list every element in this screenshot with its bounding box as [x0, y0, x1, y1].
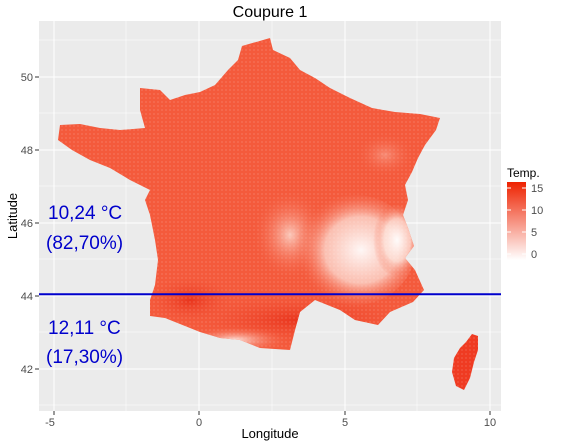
legend-label-0: 0: [531, 249, 537, 261]
corsica: [452, 334, 478, 390]
y-tick-50: 50: [21, 72, 33, 84]
y-tick-42: 42: [21, 364, 33, 376]
south-temperature-label: 12,11 °C: [48, 318, 121, 339]
y-axis-title: Latitude: [5, 193, 20, 239]
legend-title: Temp.: [507, 166, 540, 180]
chart-title: Coupure 1: [233, 4, 308, 21]
x-axis: [53, 411, 491, 415]
y-tick-46: 46: [21, 218, 33, 230]
x-tick-10: 10: [484, 417, 496, 429]
x-tick-0: 0: [196, 417, 202, 429]
legend-colorbar: [507, 182, 526, 260]
y-tick-48: 48: [21, 145, 33, 157]
x-tick-5: 5: [342, 417, 348, 429]
north-temperature-label: 10,24 °C: [48, 203, 122, 224]
legend: Temp. 15 10 5 0: [507, 166, 543, 261]
north-percentage-label: (82,70%): [46, 233, 123, 254]
legend-label-5: 5: [531, 227, 537, 239]
legend-label-10: 10: [531, 205, 543, 217]
x-axis-title: Longitude: [241, 426, 298, 441]
y-axis: [35, 76, 39, 370]
y-tick-44: 44: [21, 291, 33, 303]
x-tick-minus5: -5: [45, 417, 55, 429]
south-percentage-label: (17,30%): [46, 347, 123, 368]
legend-label-15: 15: [531, 183, 543, 195]
